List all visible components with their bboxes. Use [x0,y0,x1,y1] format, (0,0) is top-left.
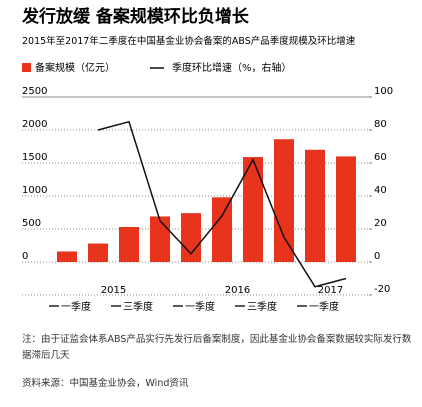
y2-tick-label: 60 [374,152,387,163]
chart-title: 发行放缓 备案规模环比负增长 [21,6,250,27]
bar [181,213,201,262]
x-tick-label: 三季度 [247,300,277,313]
y2-tick-label: 40 [374,185,387,196]
y2-tick-label: 100 [374,86,393,97]
x-tick-label: 一季度 [185,300,215,313]
y-tick-label: 500 [22,218,41,229]
y-tick-label: 2000 [22,119,47,130]
bar [336,156,356,262]
legend-label: 季度环比增速（%，右轴） [172,61,292,74]
bar [243,157,263,262]
y-tick-label: 1500 [22,152,47,163]
source: 资料来源：中国基金业协会，Wind资讯 [22,378,189,389]
x-tick-label: 一季度 [61,300,91,313]
bar [274,139,294,262]
bar [88,243,108,262]
x-group-label: 2017 [318,285,343,296]
note: 注：由于证监会体系ABS产品实行先发行后备案制度，因此基金业协会备案数据较实际发… [22,334,412,361]
line [97,120,347,288]
bar [119,227,139,262]
legend-swatch [22,63,31,72]
bar [305,149,325,262]
bar [57,251,77,262]
y-tick-label: 1000 [22,185,47,196]
x-group-label: 2015 [101,285,126,296]
y2-tick-label: 20 [374,218,387,229]
y-tick-label: 2500 [22,86,47,97]
bar [212,197,232,262]
x-tick-label: 三季度 [123,300,153,313]
x-group-label: 2016 [225,285,250,296]
bar [150,216,170,262]
y2-tick-label: -20 [374,284,390,295]
chart-subtitle: 2015年至2017年二季度在中国基金业协会备案的ABS产品季度规模及环比增速 [22,35,356,47]
legend-label: 备案规模（亿元） [35,61,115,74]
y2-tick-label: 80 [374,119,387,130]
x-tick-label: 一季度 [309,300,339,313]
chart: 发行放缓 备案规模环比负增长 2015年至2017年二季度在中国基金业协会备案的… [21,6,393,313]
y-tick-label: 0 [22,251,28,262]
y2-tick-label: 0 [374,251,380,262]
